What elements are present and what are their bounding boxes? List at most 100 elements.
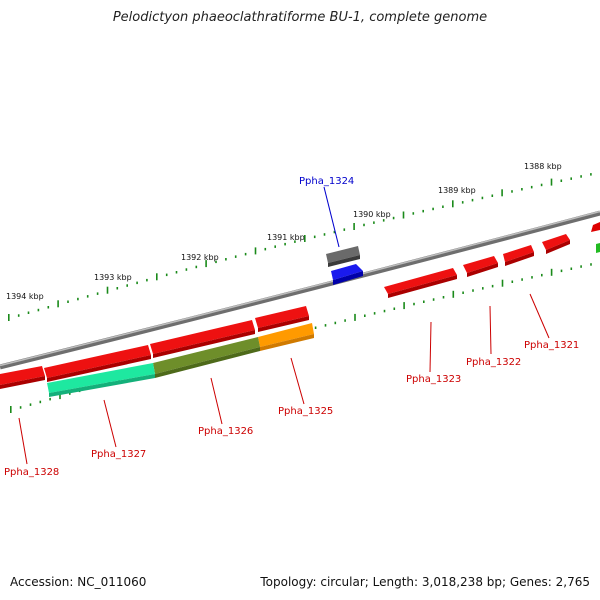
minor-tick bbox=[511, 190, 513, 193]
minor-tick bbox=[442, 296, 445, 299]
minor-tick bbox=[324, 324, 327, 327]
genome-backbone bbox=[0, 210, 600, 370]
accession-label: Accession: NC_011060 bbox=[10, 575, 147, 589]
major-tick bbox=[501, 189, 503, 197]
gene-arrow-green[interactable] bbox=[596, 243, 600, 253]
gene-label-ppha-1325[interactable]: Ppha_1325 bbox=[278, 406, 333, 417]
major-tick bbox=[205, 260, 207, 268]
minor-tick bbox=[274, 245, 276, 248]
minor-tick bbox=[17, 314, 20, 317]
minor-tick bbox=[49, 397, 51, 401]
genome-summary: Topology: circular; Length: 3,018,238 bp… bbox=[260, 575, 590, 589]
major-tick bbox=[59, 392, 61, 400]
minor-tick bbox=[146, 278, 148, 282]
minor-tick bbox=[47, 306, 50, 309]
label-leaders bbox=[18, 186, 550, 465]
gene-arrow[interactable] bbox=[384, 268, 457, 294]
minor-tick bbox=[482, 287, 484, 290]
gene-arrow-blue[interactable] bbox=[331, 264, 363, 280]
major-tick bbox=[8, 314, 10, 321]
minor-tick bbox=[363, 223, 365, 227]
minor-tick bbox=[423, 300, 425, 303]
gene-label-ppha-1326[interactable]: Ppha_1326 bbox=[198, 426, 253, 437]
major-tick bbox=[550, 178, 553, 186]
outer-tick-track bbox=[8, 173, 592, 321]
major-tick bbox=[10, 406, 12, 413]
gene-arrow[interactable] bbox=[44, 345, 151, 378]
major-tick bbox=[254, 247, 257, 255]
major-tick bbox=[403, 302, 405, 310]
minor-tick bbox=[19, 406, 22, 409]
minor-tick bbox=[580, 175, 582, 178]
minor-tick bbox=[313, 235, 316, 239]
minor-tick bbox=[86, 295, 89, 298]
major-tick bbox=[106, 286, 109, 294]
minor-tick bbox=[136, 281, 138, 285]
minor-tick bbox=[511, 280, 514, 283]
scale-label-1393: 1393 kbp bbox=[94, 273, 132, 282]
minor-tick bbox=[323, 233, 326, 236]
major-tick bbox=[550, 268, 553, 276]
gene-label-ppha-1323[interactable]: Ppha_1323 bbox=[406, 374, 461, 385]
gene-arrow[interactable] bbox=[255, 306, 309, 328]
minor-tick bbox=[382, 219, 385, 222]
gene-arrow[interactable] bbox=[542, 234, 570, 250]
gene-label-ppha-1321[interactable]: Ppha_1321 bbox=[524, 340, 579, 351]
minor-tick bbox=[37, 308, 40, 312]
reverse-genes bbox=[47, 243, 600, 397]
gene-label-ppha-1327[interactable]: Ppha_1327 bbox=[91, 449, 146, 460]
minor-tick bbox=[175, 271, 178, 274]
major-tick bbox=[501, 279, 504, 287]
minor-tick bbox=[27, 311, 30, 314]
minor-tick bbox=[225, 258, 227, 261]
minor-tick bbox=[364, 314, 366, 317]
gene-arrow[interactable] bbox=[591, 222, 600, 232]
minor-tick bbox=[165, 273, 168, 277]
minor-tick bbox=[77, 297, 79, 301]
genome-title: Pelodictyon phaeoclathratiforme BU-1, co… bbox=[112, 10, 488, 25]
minor-tick bbox=[96, 292, 99, 295]
gene-arrow[interactable] bbox=[503, 245, 534, 262]
gene-label-ppha-1322[interactable]: Ppha_1322 bbox=[466, 357, 521, 368]
major-tick bbox=[452, 200, 454, 208]
minor-tick bbox=[29, 403, 32, 406]
minor-tick bbox=[343, 228, 346, 231]
gene-label-ppha-1324[interactable]: Ppha_1324 bbox=[299, 176, 354, 187]
minor-tick bbox=[67, 300, 69, 303]
major-tick bbox=[354, 313, 356, 321]
minor-tick bbox=[39, 400, 42, 404]
minor-tick bbox=[560, 179, 563, 182]
minor-tick bbox=[530, 185, 533, 189]
gene-arrow-orange[interactable] bbox=[258, 323, 314, 347]
minor-tick bbox=[422, 209, 424, 213]
minor-tick bbox=[412, 212, 415, 215]
gene-arrow-olive[interactable] bbox=[153, 337, 260, 374]
gene-arrow[interactable] bbox=[0, 366, 45, 385]
minor-tick bbox=[69, 392, 71, 395]
gene-arrow-grey[interactable] bbox=[326, 246, 360, 263]
minor-tick bbox=[314, 326, 317, 329]
minor-tick bbox=[393, 307, 396, 310]
minor-tick bbox=[116, 287, 119, 290]
minor-tick bbox=[244, 252, 247, 256]
minor-tick bbox=[215, 260, 217, 264]
minor-tick bbox=[185, 268, 188, 271]
minor-tick bbox=[580, 265, 582, 268]
minor-tick bbox=[491, 194, 494, 197]
minor-tick bbox=[560, 269, 563, 273]
minor-tick bbox=[481, 196, 484, 200]
minor-tick bbox=[521, 188, 523, 191]
minor-tick bbox=[471, 198, 474, 202]
gene-arrow-teal[interactable] bbox=[47, 363, 155, 393]
gene-label-ppha-1328[interactable]: Ppha_1328 bbox=[4, 467, 59, 478]
scale-label-1389: 1389 kbp bbox=[438, 186, 476, 195]
gene-arrow[interactable] bbox=[463, 256, 498, 273]
minor-tick bbox=[373, 221, 375, 224]
major-tick bbox=[57, 300, 59, 308]
major-tick bbox=[402, 211, 405, 219]
minor-tick bbox=[373, 312, 376, 315]
scale-label-1391: 1391 kbp bbox=[267, 233, 305, 242]
gene-arrow[interactable] bbox=[150, 320, 255, 354]
